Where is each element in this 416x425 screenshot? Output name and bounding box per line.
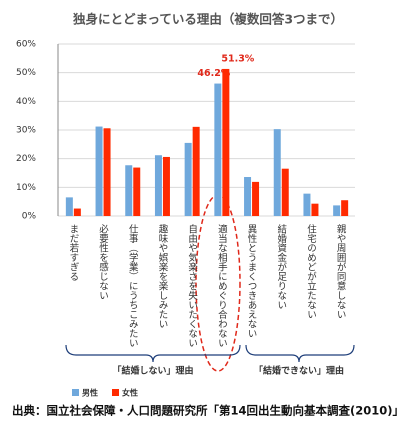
legend-swatch	[72, 389, 79, 396]
bar	[184, 142, 192, 216]
bar	[273, 129, 281, 216]
legend-swatch	[112, 389, 119, 396]
bar	[311, 203, 319, 216]
bar	[252, 181, 260, 216]
bar	[281, 168, 289, 216]
chart-title: 独身にとどまっている理由（複数回答3つまで）	[72, 12, 343, 27]
bar	[333, 205, 341, 216]
bar	[154, 155, 162, 216]
x-tick-label: 趣味や娯楽を楽しみたい	[156, 223, 168, 328]
x-tick-label: 適当な相手にめぐり合わない	[216, 223, 228, 347]
x-tick-label: 結婚資金が足りない	[275, 223, 287, 309]
y-tick-label: 20%	[16, 154, 36, 164]
bar	[244, 177, 252, 216]
x-tick-label: 住宅のめどが立たない	[305, 223, 317, 319]
y-tick-label: 40%	[16, 97, 36, 107]
bar	[341, 200, 349, 216]
bar	[162, 156, 170, 216]
group-label: 「結婚しない」理由	[112, 365, 193, 377]
bar	[65, 197, 73, 216]
group-brace	[65, 344, 241, 363]
group-brace	[245, 344, 355, 363]
x-tick-label: まだ若すぎる	[67, 224, 79, 281]
bar	[73, 208, 81, 216]
y-tick-label: 10%	[16, 183, 36, 193]
bar	[222, 68, 230, 216]
y-tick-label: 30%	[16, 126, 36, 136]
data-label: 46.2%	[197, 68, 230, 79]
y-tick-label: 0%	[22, 212, 37, 222]
x-tick-label: 異性とうまくつきあえない	[246, 224, 258, 338]
bar	[125, 165, 133, 216]
data-label: 51.3%	[221, 53, 254, 64]
y-tick-label: 60%	[16, 40, 36, 50]
legend-label: 女性	[122, 388, 138, 398]
bar	[303, 193, 311, 216]
group-label: 「結婚できない」理由	[254, 365, 344, 377]
x-tick-label: 必要性を感じない	[97, 223, 109, 300]
bar	[192, 126, 200, 216]
x-tick-label: 自由や気楽さを失いたくない	[186, 223, 198, 347]
bar	[103, 128, 111, 216]
legend-label: 男性	[82, 388, 98, 398]
y-tick-label: 50%	[16, 68, 36, 78]
x-tick-label: 仕事（学業）にうちこみたい	[127, 223, 139, 347]
bar	[214, 83, 222, 216]
bar	[95, 126, 103, 216]
source-note: 出典：国立社会保障・人口問題研究所「第14回出生動向基本調査(2010)」	[12, 404, 404, 418]
x-tick-label: 親や周囲が同意しない	[335, 223, 347, 319]
bar	[133, 167, 141, 216]
